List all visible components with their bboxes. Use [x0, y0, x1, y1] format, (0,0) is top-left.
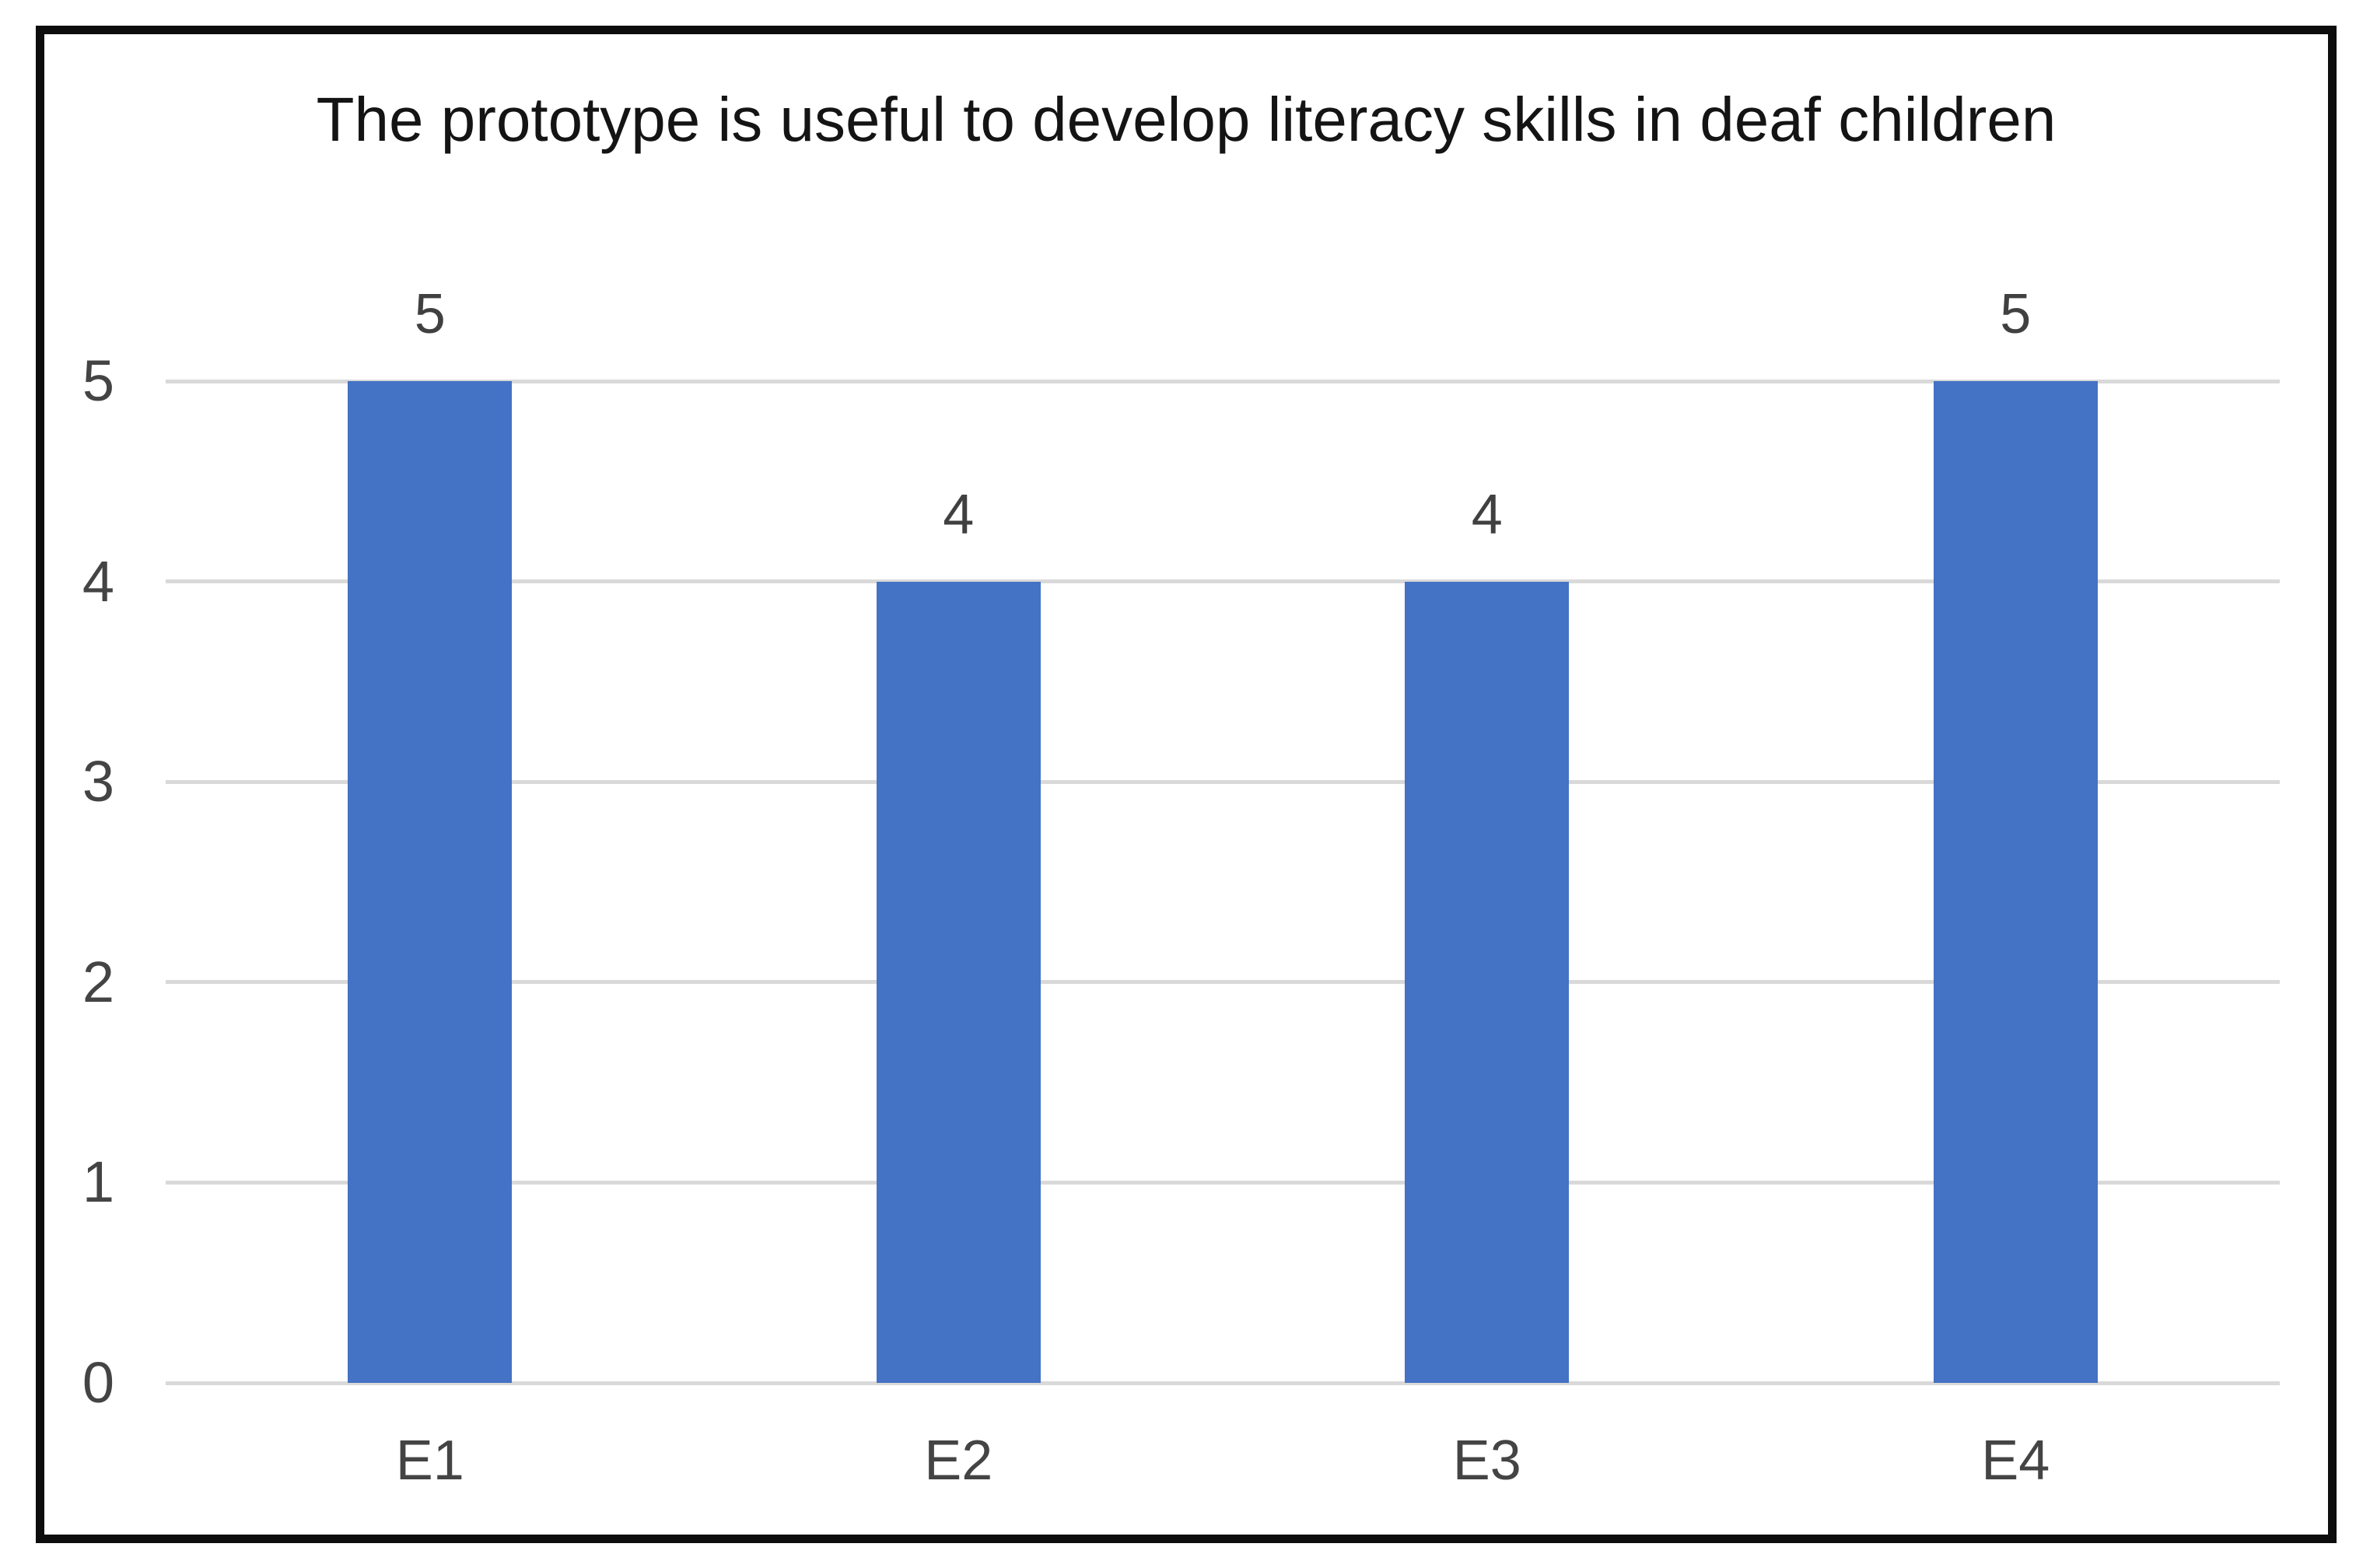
y-axis-tick-label: 3: [82, 749, 114, 814]
plot-area: 0 1 2 3 4 5 5 E1 4 E2 4 E3 5 E4: [82, 286, 2280, 1489]
bar-value-label: 5: [2000, 283, 2032, 345]
y-axis-tick-label: 2: [82, 949, 114, 1014]
gridline: [166, 1381, 2280, 1385]
gridline: [166, 980, 2280, 985]
bar-value-label: 5: [414, 283, 446, 345]
gridline: [166, 379, 2280, 383]
y-axis-tick-label: 5: [82, 348, 114, 413]
x-axis-category-label: E3: [1452, 1430, 1521, 1492]
x-axis-category-label: E1: [395, 1430, 464, 1492]
chart-title: The prototype is useful to develop liter…: [316, 85, 2057, 154]
bar-E1: [348, 381, 513, 1383]
x-axis-category-label: E2: [924, 1430, 993, 1492]
bar-value-label: 4: [1471, 483, 1503, 546]
bar-E4: [1933, 381, 2098, 1383]
bar-E2: [876, 581, 1041, 1383]
y-axis-tick-label: 0: [82, 1350, 114, 1415]
y-axis-tick-label: 1: [82, 1150, 114, 1215]
gridline: [166, 579, 2280, 584]
chart-frame: The prototype is useful to develop liter…: [36, 26, 2337, 1543]
bar-value-label: 4: [943, 483, 975, 546]
gridline: [166, 779, 2280, 784]
x-axis-category-label: E4: [1981, 1430, 2050, 1492]
y-axis-tick-label: 4: [82, 548, 114, 614]
bar-E3: [1405, 581, 1570, 1383]
gridline: [166, 1180, 2280, 1185]
